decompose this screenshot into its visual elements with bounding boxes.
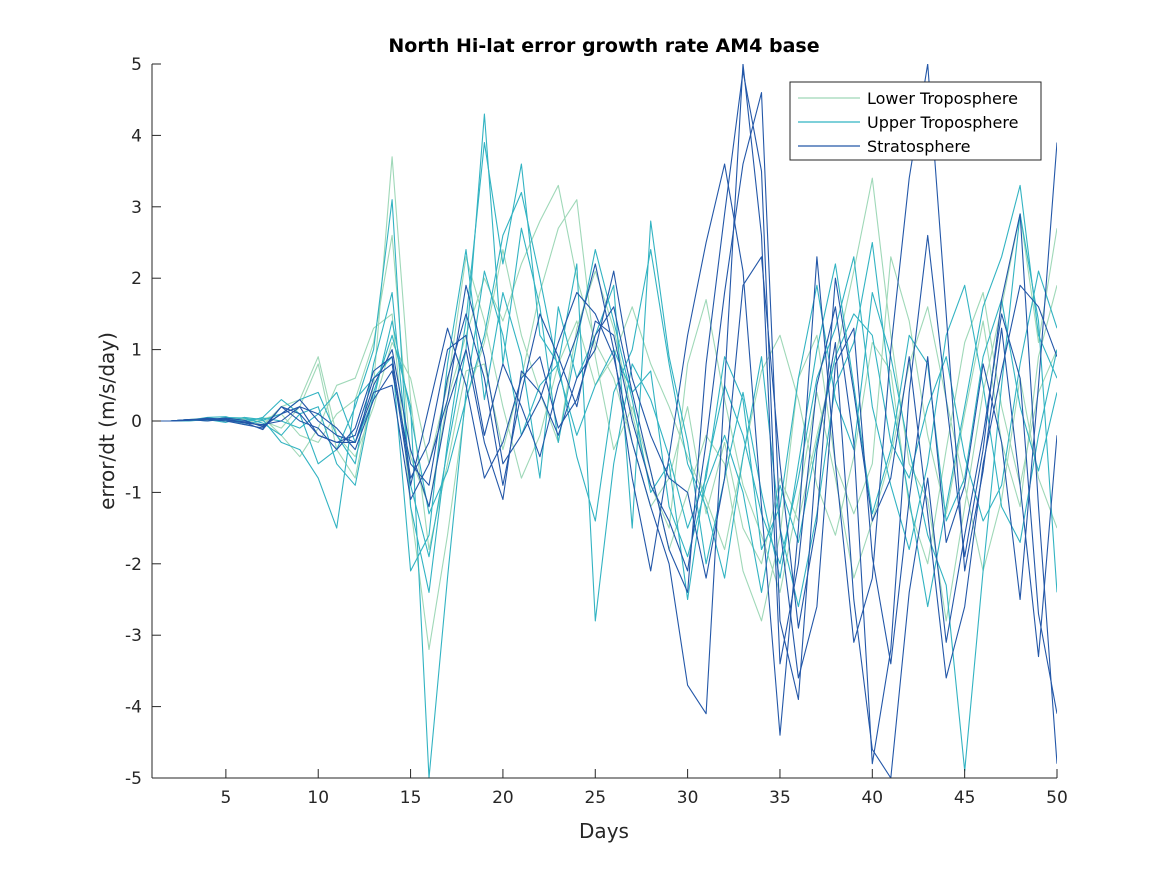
legend-label: Upper Troposphere	[867, 113, 1018, 132]
x-tick-label: 10	[307, 788, 329, 808]
y-tick-label: 1	[131, 341, 142, 361]
series-line-lower-troposphere-2	[152, 156, 1057, 622]
y-tick-label: 4	[131, 126, 142, 146]
series-line-stratosphere-1	[152, 70, 1057, 778]
y-tick-label: -2	[125, 555, 142, 575]
legend-label: Lower Troposphere	[867, 89, 1018, 108]
y-axis-title: error/dt (m/s/day)	[95, 332, 119, 510]
x-tick-label: 45	[954, 788, 976, 808]
legend: Lower Troposphere Upper Troposphere Strato…	[789, 81, 1042, 161]
x-tick-label: 5	[220, 788, 231, 808]
x-tick-label: 15	[400, 788, 422, 808]
x-tick-label: 20	[492, 788, 514, 808]
y-tick-label: 3	[131, 198, 142, 218]
x-tick-label: 50	[1046, 788, 1068, 808]
legend-label: Stratosphere	[867, 137, 970, 156]
axes	[151, 63, 1058, 779]
x-axis-title: Days	[579, 819, 629, 843]
x-tick-label: 25	[584, 788, 606, 808]
series-line-stratosphere-3	[152, 64, 1057, 736]
series-lines	[152, 64, 1057, 778]
series-line-stratosphere-2	[152, 64, 1057, 765]
chart-title: North Hi-lat error growth rate AM4 base	[388, 35, 819, 57]
y-tick-label: -4	[125, 698, 142, 718]
y-tick-label: -1	[125, 483, 142, 503]
y-tick-label: 5	[131, 55, 142, 75]
x-tick-label: 35	[769, 788, 791, 808]
series-line-stratosphere-5	[152, 256, 1057, 679]
x-tick-label: 40	[861, 788, 883, 808]
x-tick-label: 30	[677, 788, 699, 808]
series-line-stratosphere-4	[152, 92, 1057, 679]
y-tick-label: -3	[125, 626, 142, 646]
series-line-upper-troposphere-4	[152, 113, 1057, 601]
series-line-upper-troposphere-5	[152, 191, 1057, 593]
legend-box	[789, 81, 1042, 161]
y-tick-label: 0	[131, 412, 142, 432]
y-tick-label: 2	[131, 269, 142, 289]
y-tick-label: -5	[125, 769, 142, 789]
